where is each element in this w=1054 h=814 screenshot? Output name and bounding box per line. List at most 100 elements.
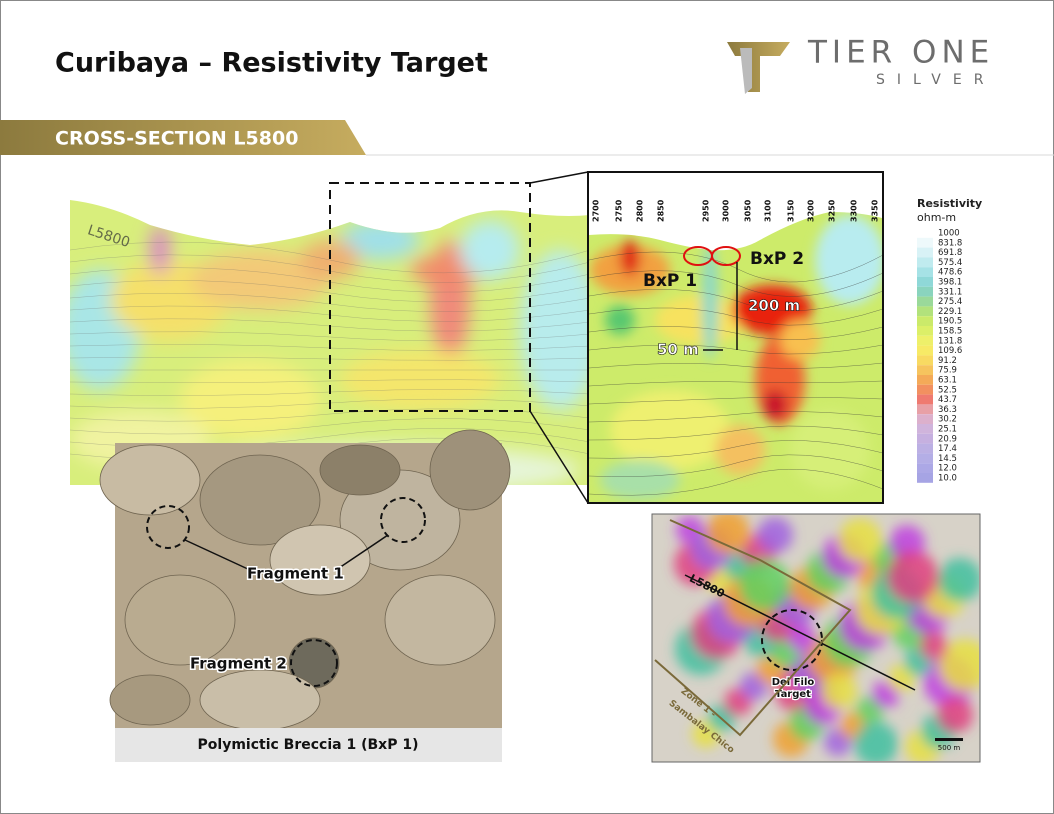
contour: [589, 289, 882, 312]
rock: [124, 574, 236, 666]
bxp2-outline: [711, 246, 741, 266]
station-label: 3000: [722, 199, 731, 222]
legend-swatch: [917, 453, 933, 464]
depth-label: 200 m: [748, 297, 800, 315]
legend-value: 14.5: [938, 454, 957, 464]
station-label: 3150: [787, 199, 796, 222]
rock: [199, 454, 321, 546]
legend-swatch: [917, 296, 933, 307]
zoom-connector: [529, 410, 589, 504]
legend-swatch: [917, 384, 933, 395]
resistivity-zone: [620, 240, 640, 276]
resistivity-zone: [610, 390, 730, 470]
rock: [384, 574, 496, 666]
width-label: 50 m: [657, 341, 699, 359]
resistivity-zone: [780, 320, 820, 360]
legend-swatch: [917, 326, 933, 336]
resistivity-zone: [190, 250, 330, 310]
legend-value: 229.1: [938, 307, 962, 317]
leader-line: [335, 534, 389, 571]
legend-swatch: [917, 473, 933, 483]
legend-value: 43.7: [938, 395, 957, 405]
resistivity-zone: [815, 215, 882, 305]
legend-value: 275.4: [938, 297, 962, 307]
contour: [70, 418, 590, 435]
station-label: 3300: [850, 199, 859, 222]
contour: [589, 468, 882, 496]
rock: [109, 674, 191, 726]
logo: TIER ONE SILVER: [727, 35, 989, 94]
map-anomaly: [821, 673, 857, 709]
resistivity-zone: [790, 410, 870, 490]
legend-value: 36.3: [938, 405, 957, 415]
contour: [589, 344, 882, 355]
resistivity-zone: [702, 240, 718, 360]
map-anomaly: [887, 551, 939, 603]
legend-swatch: [917, 394, 933, 405]
map-anomaly: [920, 632, 948, 660]
legend-swatch: [917, 237, 933, 248]
map-anomaly: [838, 518, 882, 562]
map-anomaly: [854, 722, 898, 761]
legend-value: 63.1: [938, 376, 957, 386]
photo-caption: Polymictic Breccia 1 (BxP 1): [198, 737, 419, 753]
target-circle: [761, 609, 823, 671]
contour: [589, 396, 882, 405]
legend-value: 30.2: [938, 415, 957, 425]
legend-swatch: [917, 375, 933, 385]
resistivity-zone: [655, 295, 745, 345]
fragment-circle: [290, 639, 338, 687]
legend-value: 20.9: [938, 434, 957, 444]
station-label: 2950: [702, 199, 711, 222]
contour: [70, 408, 590, 422]
legend-swatch: [917, 404, 933, 415]
contour: [589, 307, 882, 326]
station-label: 2850: [657, 199, 666, 222]
rock: [99, 444, 201, 516]
legend-value: 17.4: [938, 444, 957, 454]
contour: [589, 454, 882, 477]
legend-swatch: [917, 277, 933, 287]
resistivity-zone: [715, 425, 765, 475]
legend-swatch: [917, 433, 933, 444]
rock: [429, 429, 511, 511]
contour: [70, 331, 590, 342]
fragment-label: Fragment 2: [190, 655, 287, 673]
slide-title: Curibaya – Resistivity Target: [55, 48, 488, 79]
legend-value: 190.5: [938, 317, 962, 327]
resistivity-zone: [763, 390, 787, 420]
section-banner: [0, 120, 366, 155]
target-label: Del Filo: [772, 677, 815, 688]
contour: [589, 270, 882, 297]
stations: 2700 2750 2800 2850 2950 3000 3050 3100 3150 3200…: [592, 199, 880, 222]
station-label: 3250: [828, 199, 837, 222]
contour: [70, 379, 590, 383]
resistivity-zone: [180, 360, 320, 440]
inset-frame: [587, 171, 884, 504]
legend-swatch: [917, 306, 933, 317]
legend-swatch: [917, 424, 933, 434]
legend-value: 75.9: [938, 366, 957, 376]
map-anomaly: [939, 639, 979, 691]
legend-title: Resistivity: [917, 197, 982, 210]
legend-value: 109.6: [938, 346, 962, 356]
station-label: 2750: [615, 199, 624, 222]
resistivity-zone: [150, 225, 170, 275]
legend-swatch: [917, 345, 933, 356]
station-label: 3100: [764, 199, 773, 222]
zoom-connector: [529, 171, 589, 184]
map: L5800 Del Filo Target Zone 1 - Sambalay …: [651, 513, 981, 763]
caption-bar: [115, 728, 502, 762]
inset-section: [589, 212, 882, 502]
legend-value: 1000: [938, 229, 960, 239]
scale-bar: [935, 738, 963, 741]
legend-swatch: [917, 365, 933, 375]
section-line: [684, 574, 916, 691]
contour: [589, 425, 882, 441]
contour: [589, 326, 882, 340]
resistivity-zone: [605, 305, 635, 335]
resistivity-zone: [340, 350, 500, 410]
fragment-circle: [380, 497, 426, 543]
rock: [319, 444, 401, 496]
legend-swatch: [917, 257, 933, 268]
